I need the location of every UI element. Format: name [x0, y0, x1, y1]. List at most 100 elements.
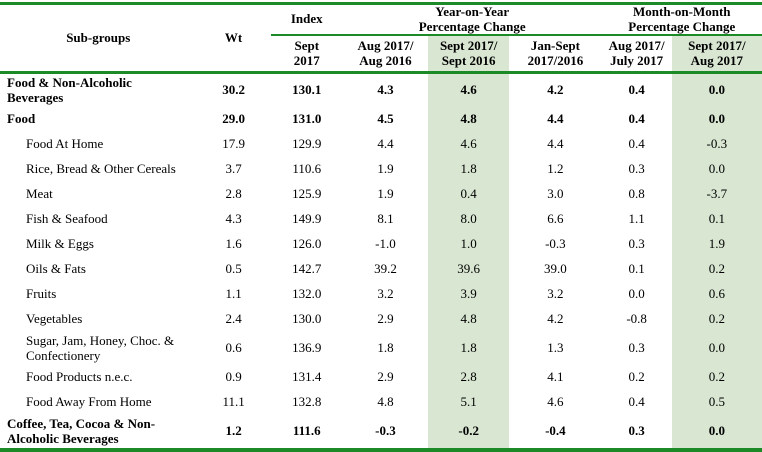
value-cell: 6.6 [547, 211, 564, 227]
value-cell: 0.5 [671, 390, 762, 416]
subgroup-label: Food At Home [26, 136, 104, 152]
value-cell: 0.3 [628, 340, 645, 356]
value-cell: 1.8 [377, 340, 394, 356]
value-cell: 1.1 [225, 286, 242, 302]
value-cell: -3.7 [671, 182, 762, 208]
table-row: Sugar, Jam, Honey, Choc. & Confectionery… [0, 332, 762, 366]
value-cell: 4.8 [428, 107, 510, 133]
value-cell: 3.2 [377, 286, 394, 302]
value-cell: 0.6 [671, 282, 762, 308]
col-header-wt: Wt [196, 3, 271, 75]
value-cell: 0.0 [671, 332, 762, 366]
value-cell: 30.2 [222, 82, 245, 98]
table-row: Meat 2.8 125.9 1.9 0.4 3.0 0.8 -3.7 [0, 182, 762, 208]
subgroup-label: Rice, Bread & Other Cereals [26, 161, 176, 177]
table-row: Food At Home 17.9 129.9 4.4 4.6 4.4 0.4 -0.3 [0, 132, 762, 158]
value-cell: -0.3 [375, 423, 396, 439]
table-row: Fish & Seafood 4.3 149.9 8.1 8.0 6.6 1.1 0.1 [0, 207, 762, 233]
value-cell: 1.0 [428, 232, 510, 258]
value-cell: 1.9 [377, 186, 394, 202]
col-header-sept2017-aug2017: Sept 2017/ Aug 2017 [671, 35, 762, 75]
value-cell: 0.1 [671, 207, 762, 233]
value-cell: 110.6 [292, 161, 322, 177]
table-row: Milk & Eggs 1.6 126.0 -1.0 1.0 -0.3 0.3 1.9 [0, 232, 762, 258]
value-cell: 4.8 [428, 307, 510, 333]
col-header-sept2017-sept2016: Sept 2017/ Sept 2016 [428, 35, 510, 75]
subgroup-label: Food Products n.e.c. [26, 369, 133, 385]
value-cell: 0.4 [628, 82, 645, 98]
value-cell: 0.4 [428, 182, 510, 208]
value-cell: 4.6 [547, 394, 564, 410]
value-cell: 131.0 [292, 111, 322, 127]
value-cell: 2.9 [377, 311, 394, 327]
value-cell: -0.8 [626, 311, 647, 327]
value-cell: 8.0 [428, 207, 510, 233]
value-cell: 4.4 [547, 136, 564, 152]
table-row: Oils & Fats 0.5 142.7 39.2 39.6 39.0 0.1 0.2 [0, 257, 762, 283]
value-cell: 125.9 [292, 186, 322, 202]
value-cell: 1.2 [225, 423, 242, 439]
table-body: Food & Non-Alcoholic Beverages 30.2 130.1 4… [0, 72, 762, 451]
value-cell: 4.4 [547, 111, 564, 127]
value-cell: -0.4 [545, 423, 566, 439]
value-cell: 3.0 [547, 186, 564, 202]
subgroup-label: Fish & Seafood [26, 211, 108, 227]
value-cell: 4.2 [547, 82, 564, 98]
col-header-jansept-2017-2016: Jan-Sept 2017/2016 [509, 35, 602, 75]
value-cell: 2.9 [377, 369, 394, 385]
value-cell: 1.8 [428, 157, 510, 183]
table-row: Food 29.0 131.0 4.5 4.8 4.4 0.4 0.0 [0, 107, 762, 133]
value-cell: -0.3 [671, 132, 762, 158]
table-row: Food Away From Home 11.1 132.8 4.8 5.1 4.6 0.4… [0, 390, 762, 416]
value-cell: 4.1 [547, 369, 564, 385]
col-header-yoy-group: Year-on-Year Percentage Change [342, 3, 602, 37]
value-cell: 3.7 [225, 161, 242, 177]
value-cell: 1.1 [628, 211, 645, 227]
value-cell: 149.9 [292, 211, 322, 227]
value-cell: -0.3 [545, 236, 566, 252]
value-cell: 1.8 [428, 332, 510, 366]
value-cell: 29.0 [222, 111, 245, 127]
value-cell: 131.4 [292, 369, 322, 385]
value-cell: 0.0 [628, 286, 645, 302]
value-cell: 1.9 [377, 161, 394, 177]
col-header-index-group: Index [270, 3, 343, 37]
value-cell: 132.8 [292, 394, 322, 410]
value-cell: 1.9 [671, 232, 762, 258]
value-cell: 1.2 [547, 161, 564, 177]
value-cell: 0.2 [628, 369, 645, 385]
value-cell: 0.8 [628, 186, 645, 202]
col-header-sept-2017-index: Sept 2017 [270, 35, 343, 75]
value-cell: 2.8 [225, 186, 242, 202]
subgroup-label: Fruits [26, 286, 57, 302]
value-cell: 39.0 [544, 261, 567, 277]
value-cell: 126.0 [292, 236, 322, 252]
value-cell: 0.5 [225, 261, 242, 277]
value-cell: 142.7 [292, 261, 322, 277]
table-row: Coffee, Tea, Cocoa & Non- Alcoholic Beve… [0, 415, 762, 451]
value-cell: 4.2 [547, 311, 564, 327]
subgroup-label: Milk & Eggs [26, 236, 94, 252]
subgroup-label: Vegetables [26, 311, 83, 327]
value-cell: 4.3 [377, 82, 394, 98]
value-cell: 0.3 [628, 236, 645, 252]
table-row: Vegetables 2.4 130.0 2.9 4.8 4.2 -0.8 0.2 [0, 307, 762, 333]
value-cell: 8.1 [377, 211, 394, 227]
value-cell: 0.1 [628, 261, 645, 277]
header-group-row: Sub-groups Wt Index Year-on-Year Percent… [0, 3, 762, 75]
value-cell: 111.6 [292, 423, 321, 439]
value-cell: 5.1 [428, 390, 510, 416]
value-cell: 17.9 [222, 136, 245, 152]
value-cell: 2.4 [225, 311, 242, 327]
value-cell: 0.4 [628, 394, 645, 410]
value-cell: 0.3 [628, 161, 645, 177]
table-header: Sub-groups Wt Index Year-on-Year Percent… [0, 3, 762, 75]
header-sub-row: Sept 2017 Aug 2017/ Aug 2016 Sept 2017/ … [0, 35, 762, 75]
value-cell: 4.8 [377, 394, 394, 410]
value-cell: 4.3 [225, 211, 242, 227]
col-header-aug2017-aug2016: Aug 2017/ Aug 2016 [342, 35, 429, 75]
table-row: Fruits 1.1 132.0 3.2 3.9 3.2 0.0 0.6 [0, 282, 762, 308]
value-cell: 4.5 [377, 111, 394, 127]
subgroup-label: Food & Non-Alcoholic Beverages [7, 75, 132, 105]
